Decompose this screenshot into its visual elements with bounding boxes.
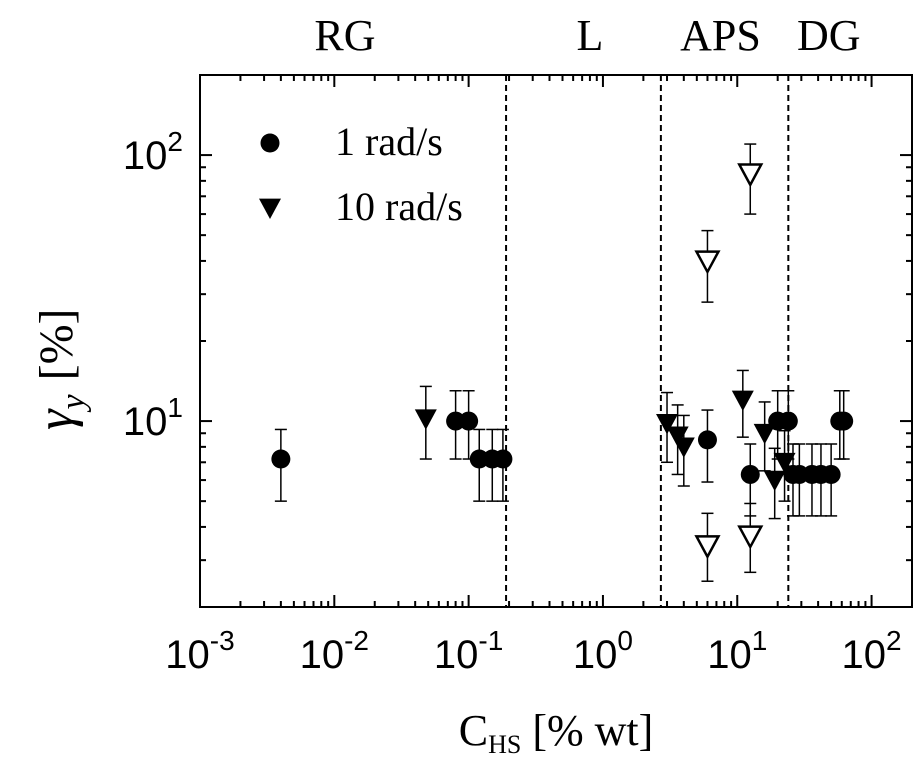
x-tick-label: 10-1 [434,625,503,677]
region-label: RG [314,11,375,60]
data-point-s0-14 [821,464,841,484]
data-point-s0-6 [697,430,717,450]
y-axis-title: γy [%] [27,308,92,430]
data-point-s0-2 [459,411,479,431]
data-point-s1-4 [731,390,754,412]
region-label: DG [797,11,861,60]
data-point-s1-5 [753,423,776,445]
data-point-s2-0 [694,250,721,275]
legend-marker [259,198,281,219]
y-axis-title-main: γ [27,408,84,430]
legend-label: 10 rad/s [335,184,463,229]
data-point-s1-6 [763,470,786,492]
x-axis-title-rest: [% wt] [521,706,653,755]
data-point-s2-3 [737,525,764,550]
legend: 1 rad/s 10 rad/s [259,119,463,229]
x-tick-label: 10-2 [300,625,369,677]
data-point-s0-5 [493,449,513,469]
region-label: APS [680,11,761,60]
x-axis-title-sub: HS [488,730,521,759]
legend-label: 1 rad/s [335,119,443,164]
data-point-s1-7 [773,452,796,474]
legend-entry: 1 rad/s [260,119,443,164]
y-tick-label: 101 [123,392,183,444]
data-point-s1-2 [666,426,689,447]
data-point-s1-1 [656,414,679,435]
x-tick-label: 101 [707,625,767,677]
data-point-s0-0 [271,449,291,469]
data-point-s2-1 [737,163,764,188]
data-point-s1-3 [672,437,695,458]
y-tick-label: 102 [123,126,183,178]
plot-frame [199,74,913,608]
data-point-s1-0 [414,409,437,430]
region-label: L [576,11,603,60]
data-point-s0-9 [778,411,798,431]
data-point-s0-16 [834,411,854,431]
legend-marker [260,133,280,153]
data-point-s2-2 [694,535,721,560]
data-point-s0-3 [469,449,489,469]
x-axis-title: CHS [% wt] [459,706,654,759]
x-tick-label: 10-3 [165,625,234,677]
legend-entry: 10 rad/s [259,184,463,229]
svg-text:γy[%]: γy [%] [27,308,92,430]
y-axis-title-sub: y [55,394,92,413]
x-tick-label: 102 [842,625,902,677]
x-axis-title-main: C [459,706,488,755]
data-point-s0-1 [446,411,466,431]
y-axis-title-rest: [%] [30,308,83,380]
x-tick-label: 100 [573,625,633,677]
data-point-s0-7 [740,464,760,484]
